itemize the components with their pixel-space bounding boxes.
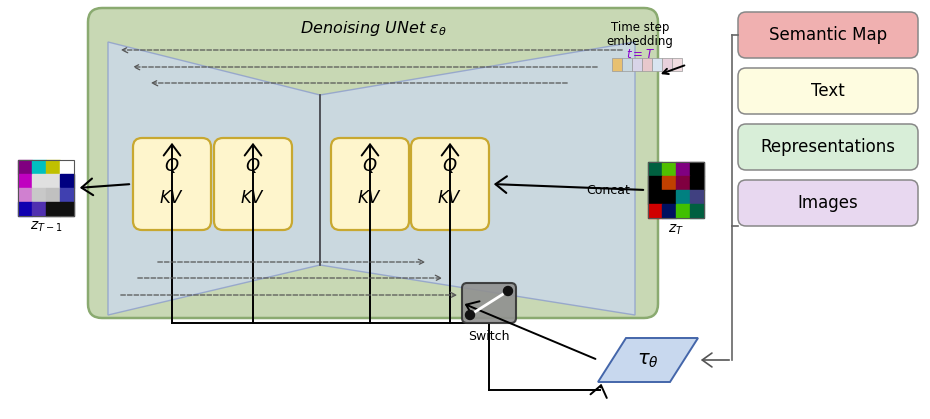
Bar [60,188,74,202]
Bar [690,176,704,190]
Bar [18,160,32,174]
Text: Representations: Representations [761,138,896,156]
Bar [676,176,690,190]
Bar [648,190,662,204]
Bar [642,58,652,71]
FancyBboxPatch shape [331,138,409,230]
Bar [662,58,672,71]
Text: $KV$: $KV$ [159,189,185,207]
FancyBboxPatch shape [462,283,516,323]
Text: $KV$: $KV$ [437,189,462,207]
FancyBboxPatch shape [738,12,918,58]
Text: $\tau_\theta$: $\tau_\theta$ [637,351,659,370]
FancyBboxPatch shape [88,8,658,318]
Text: $KV$: $KV$ [357,189,382,207]
Bar [32,174,46,188]
Text: $z_T$: $z_T$ [668,223,684,237]
FancyBboxPatch shape [214,138,292,230]
Text: $z_{T-1}$: $z_{T-1}$ [30,220,62,234]
Bar [46,174,60,188]
Text: $t = T$: $t = T$ [626,47,655,60]
Text: Denoising UNet $\varepsilon_\theta$: Denoising UNet $\varepsilon_\theta$ [299,18,446,37]
Bar [690,162,704,176]
Bar [662,204,676,218]
Bar [690,190,704,204]
Bar [32,188,46,202]
Bar [18,160,74,216]
Bar [612,58,622,71]
FancyBboxPatch shape [133,138,211,230]
Polygon shape [108,42,320,315]
Circle shape [466,310,474,320]
Bar [652,58,662,71]
Circle shape [503,287,512,295]
Bar [18,202,32,216]
Bar [18,174,32,188]
Bar [46,188,60,202]
Bar [32,160,46,174]
Bar [60,160,74,174]
Bar [46,202,60,216]
Text: Time step: Time step [611,21,670,34]
Bar [648,204,662,218]
Text: $Q$: $Q$ [443,156,458,175]
FancyBboxPatch shape [411,138,489,230]
Bar [672,58,682,71]
Polygon shape [320,42,635,315]
Bar [676,204,690,218]
Bar [662,162,676,176]
Bar [662,190,676,204]
Bar [648,162,662,176]
Bar [60,174,74,188]
Bar [622,58,632,71]
Text: Text: Text [811,82,844,100]
FancyBboxPatch shape [738,180,918,226]
FancyBboxPatch shape [738,124,918,170]
Text: embedding: embedding [606,34,673,47]
Bar [648,176,662,190]
Bar [676,190,690,204]
FancyBboxPatch shape [738,68,918,114]
Text: $Q$: $Q$ [246,156,260,175]
Text: $Q$: $Q$ [363,156,378,175]
Bar [662,176,676,190]
Polygon shape [598,338,698,382]
Bar [32,202,46,216]
Bar [690,204,704,218]
Bar [60,202,74,216]
Text: Switch: Switch [468,329,510,342]
Bar [46,160,60,174]
Text: $KV$: $KV$ [240,189,266,207]
Text: Concat: Concat [586,184,630,197]
Text: Semantic Map: Semantic Map [769,26,887,44]
Bar [676,162,690,176]
Bar [648,162,704,218]
Bar [18,188,32,202]
Bar [632,58,642,71]
Text: Images: Images [798,194,858,212]
Text: $Q$: $Q$ [165,156,179,175]
